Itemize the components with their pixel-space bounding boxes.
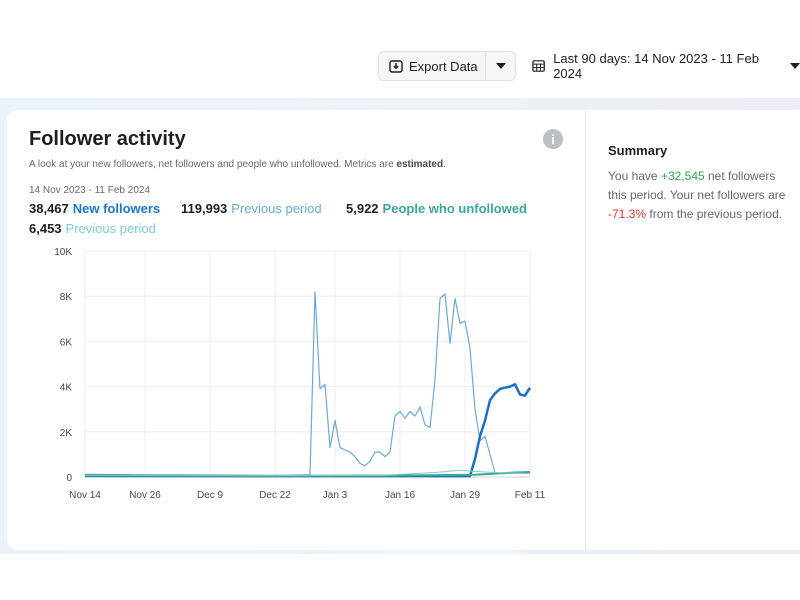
calendar-icon [532,60,545,72]
card-title: Follower activity [29,128,186,150]
metric-value: 6,453 [29,221,62,236]
metric-label: New followers [72,201,161,216]
split-divider [485,52,486,80]
export-data-split-button: Export Data [378,51,516,81]
info-icon[interactable]: i [543,129,563,149]
period-label: 14 Nov 2023 - 11 Feb 2024 [29,185,151,196]
metric-new-followers: 38,467 New followers [29,201,160,216]
metric-label: Previous period [231,201,322,216]
summary-divider [585,110,586,550]
caret-down-icon [495,63,506,69]
summary-title: Summary [608,143,668,158]
metric-value: 119,993 [181,201,228,216]
export-data-button[interactable]: Export Data [379,52,485,80]
download-icon [389,60,403,73]
metric-label: People who unfollowed [382,201,527,216]
metric-value: 38,467 [29,201,69,216]
date-range-label: Last 90 days: 14 Nov 2023 - 11 Feb 2024 [553,51,759,81]
metric-previous-period-followers: 119,993 Previous period [181,201,322,216]
net-change-value: -71.3% [608,207,647,221]
metric-previous-period-unfollowed: 6,453 Previous period [29,221,156,236]
card-subtitle: A look at your new followers, net follow… [29,159,446,170]
net-followers-value: +32,545 [660,169,705,183]
metric-label: Previous period [65,221,156,236]
top-toolbar: Export Data Last 90 days: 14 Nov 2023 - … [0,0,800,98]
export-data-label: Export Data [409,58,478,74]
caret-down-icon [790,63,800,69]
summary-text: You have +32,545 net followers this peri… [608,169,786,221]
export-dropdown-button[interactable] [486,52,515,80]
metric-people-who-unfollowed: 5,922 People who unfollowed [346,201,527,216]
metric-value: 5,922 [346,201,379,216]
date-range-selector[interactable]: Last 90 days: 14 Nov 2023 - 11 Feb 2024 [532,51,800,81]
